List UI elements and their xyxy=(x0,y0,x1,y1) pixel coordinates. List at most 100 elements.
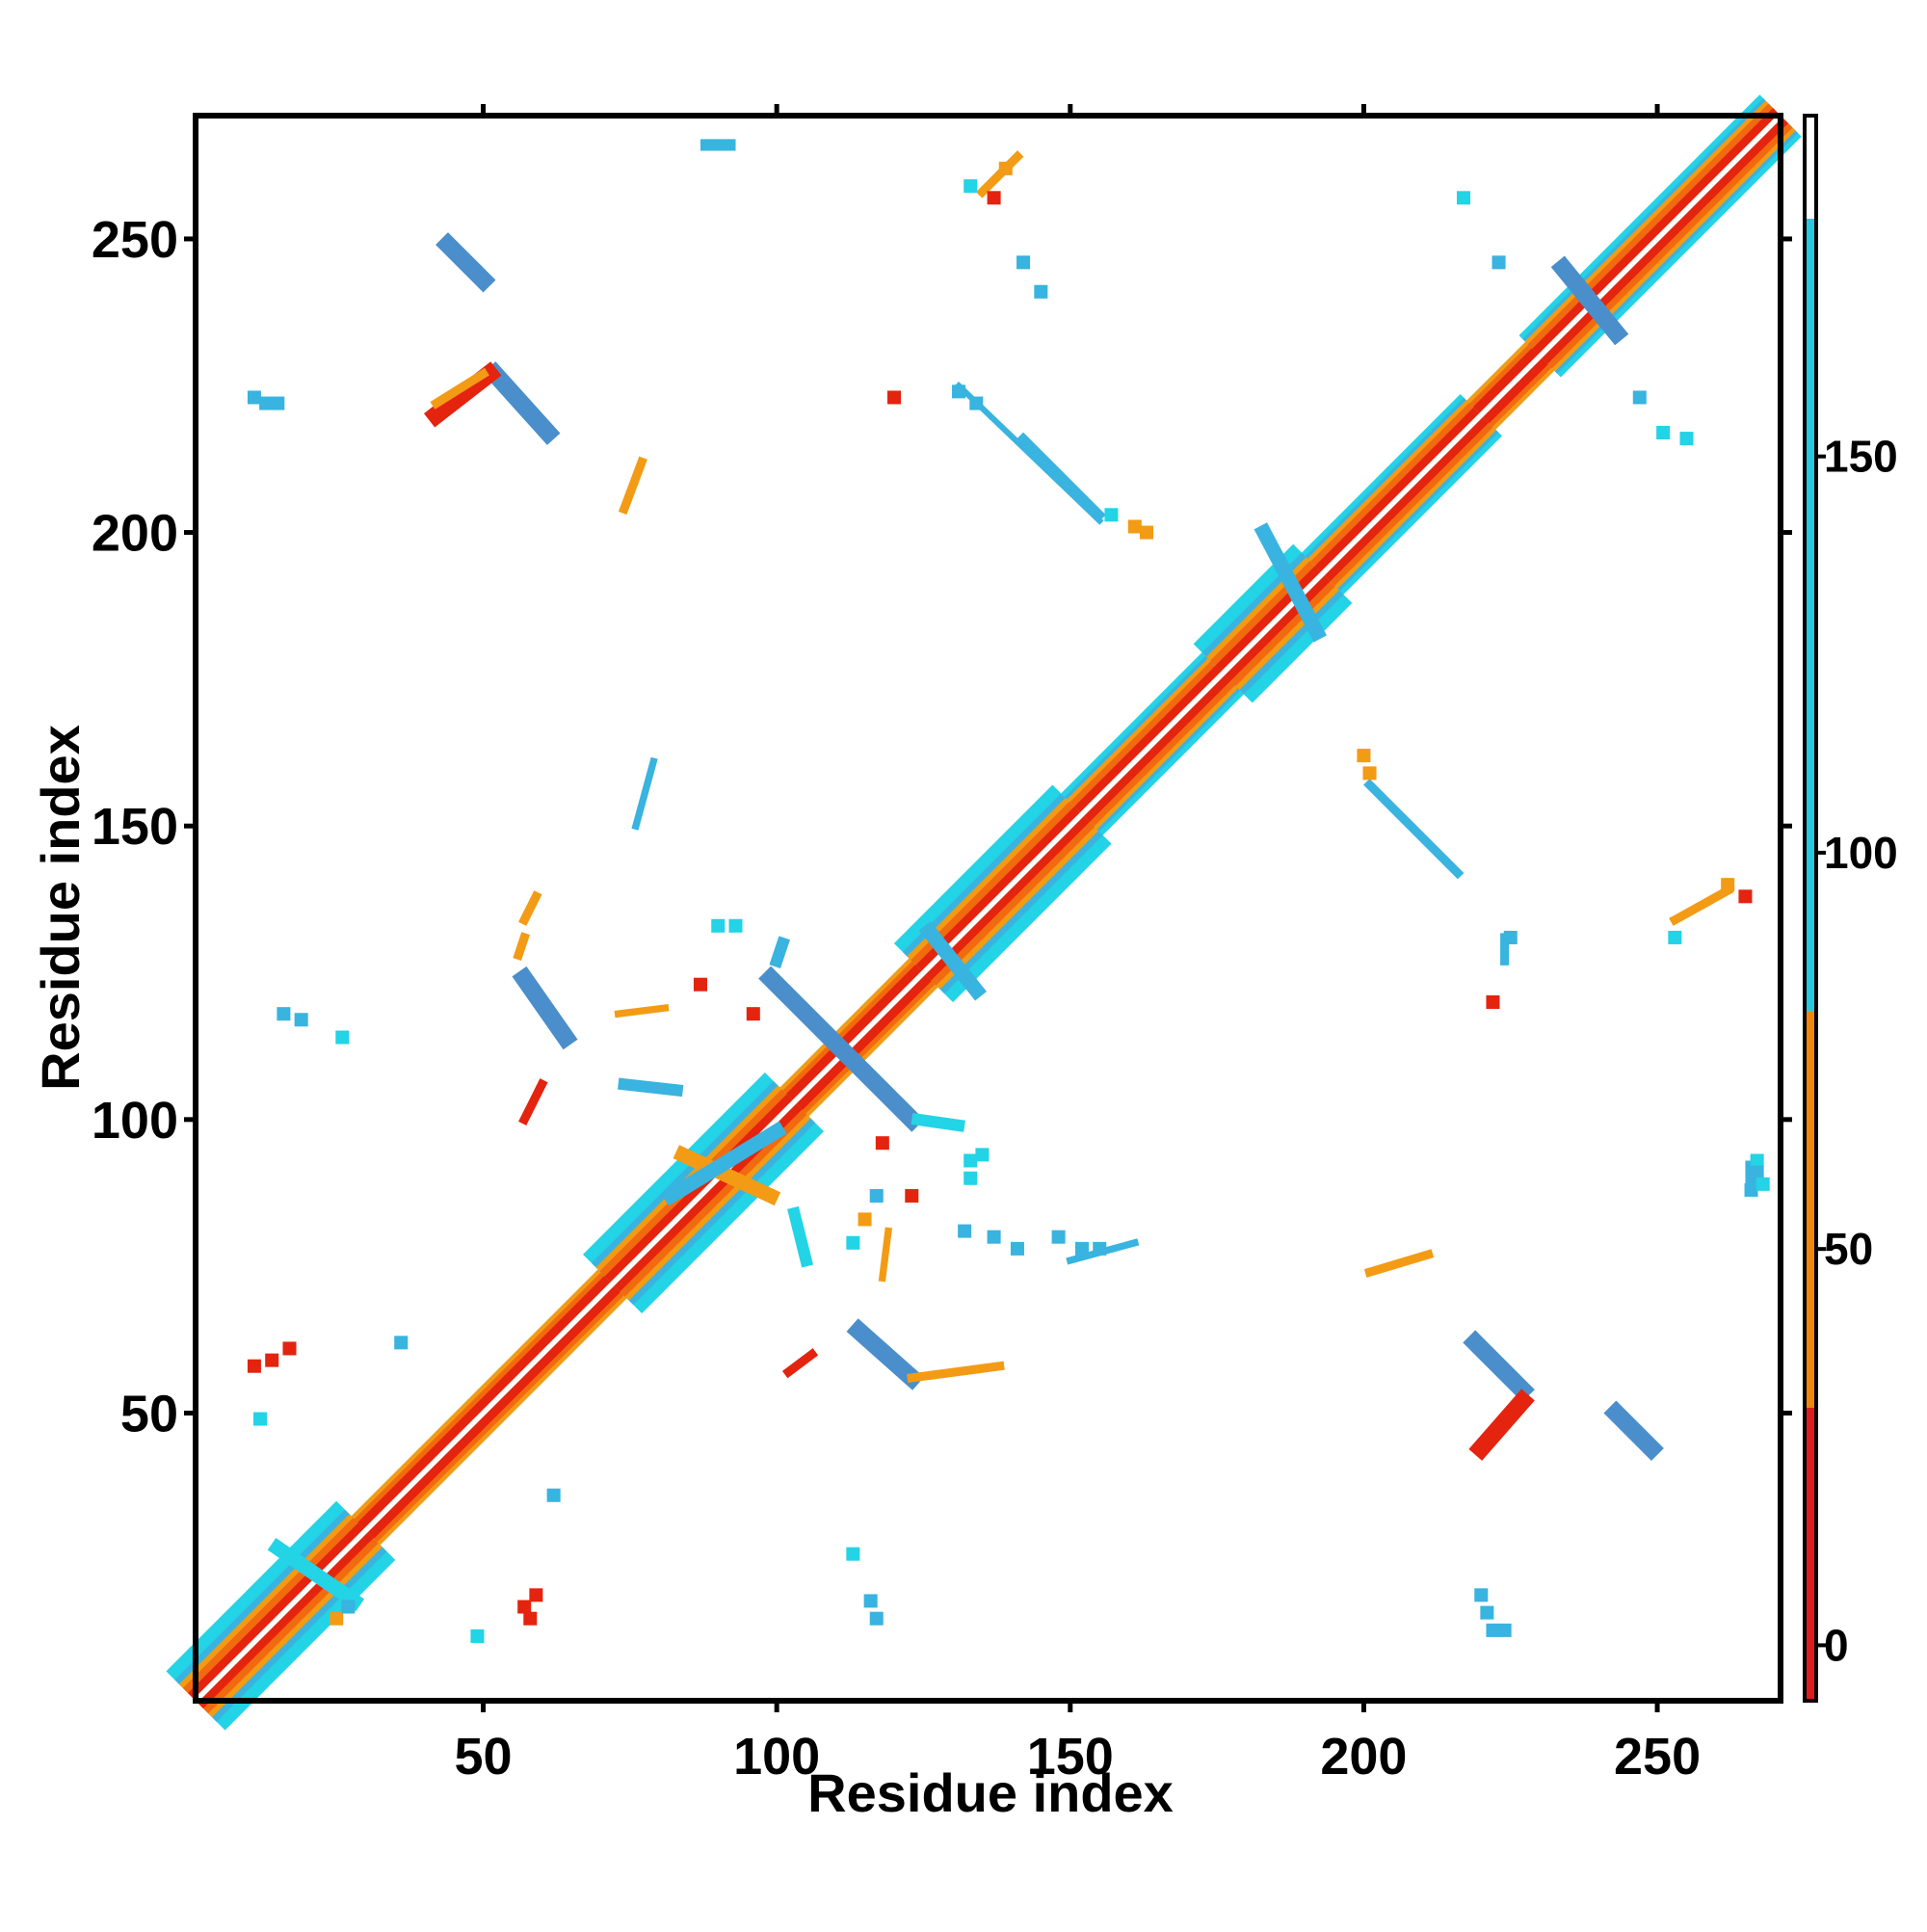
contact-segment-13 xyxy=(1254,522,1327,643)
colorbar-band-2 xyxy=(1805,218,1816,1012)
contact-cell-64 xyxy=(998,161,1013,175)
contact-segment-7 xyxy=(482,361,561,445)
colorbar-tick-label-100: 100 xyxy=(1824,828,1898,878)
contact-segment-5 xyxy=(907,1361,1005,1384)
y-axis-ticks: 50 100 150 200 250 xyxy=(92,211,1792,1442)
contact-segment-25 xyxy=(518,890,542,926)
contact-cell-37 xyxy=(1010,1241,1024,1256)
contact-cell-27 xyxy=(875,1136,889,1151)
y-tick-label-100: 100 xyxy=(92,1092,178,1150)
diagonal-band-7-4-upper xyxy=(1322,414,1490,582)
contact-cell-67 xyxy=(1755,1177,1770,1191)
contact-cell-57 xyxy=(1668,930,1682,944)
contact-segment-28 xyxy=(781,1348,819,1379)
y-axis-title: Residue index xyxy=(30,725,91,1091)
contact-cell-40 xyxy=(1093,1241,1107,1256)
contact-segment-27 xyxy=(518,1078,548,1125)
y-tick-label-50: 50 xyxy=(120,1385,178,1442)
contact-cell-35 xyxy=(958,1224,972,1238)
x-tick-label-50: 50 xyxy=(454,1728,512,1786)
contact-cell-30 xyxy=(905,1189,919,1204)
contact-cell-39 xyxy=(1074,1241,1089,1256)
contact-cell-24 xyxy=(711,918,726,933)
contact-cell-62 xyxy=(987,191,1001,205)
contact-cell-8 xyxy=(294,1013,308,1027)
colorbar-band-3 xyxy=(1805,116,1816,219)
diagonal-band-8-3-upper xyxy=(1478,354,1548,424)
diagonal-band-5-4-upper xyxy=(1081,673,1231,822)
contact-cell-6 xyxy=(253,1412,268,1426)
contact-segment-30 xyxy=(618,456,647,516)
contact-cell-65 xyxy=(1744,1182,1758,1197)
contact-segment-9 xyxy=(1463,1330,1535,1403)
contact-cell-38 xyxy=(1051,1230,1066,1244)
contact-cell-18 xyxy=(846,1547,860,1561)
contact-cell-60 xyxy=(1034,284,1048,299)
contact-segment-31 xyxy=(1363,1249,1435,1278)
diagonal-band-0-4-upper xyxy=(195,1529,374,1708)
contact-segment-16 xyxy=(267,1537,365,1612)
contact-cell-15 xyxy=(523,1611,538,1626)
y-tick-label-250: 250 xyxy=(92,211,178,269)
contact-cell-11 xyxy=(546,1488,561,1502)
x-tick-label-100: 100 xyxy=(733,1728,820,1786)
contact-cell-1 xyxy=(259,396,274,410)
contact-cell-49 xyxy=(1632,390,1647,405)
contact-segment-15 xyxy=(661,1121,787,1206)
contact-segment-18 xyxy=(618,1077,684,1098)
diagonal-band-9-4-upper xyxy=(1539,115,1788,364)
contact-segment-23 xyxy=(1363,779,1465,880)
contact-cell-36 xyxy=(987,1230,1001,1244)
contact-cell-63 xyxy=(964,179,978,194)
contact-cell-34 xyxy=(975,1148,990,1162)
contact-cell-9 xyxy=(335,1030,350,1045)
contact-cell-2 xyxy=(271,396,285,410)
contact-segment-6 xyxy=(436,232,496,293)
contact-cell-14 xyxy=(529,1588,543,1602)
contact-segment-20 xyxy=(430,367,489,410)
diagonal-band-5-4-lower xyxy=(1074,665,1224,815)
diagonal-band-1-3-upper xyxy=(363,1282,621,1539)
x-axis-ticks: 50 100 150 200 250 xyxy=(454,104,1701,1786)
contact-cell-7 xyxy=(277,1007,291,1021)
contact-cell-0 xyxy=(247,390,261,405)
x-axis-title: Residue index xyxy=(807,1762,1174,1823)
contact-cell-23 xyxy=(693,977,707,992)
contact-cell-12 xyxy=(470,1628,485,1643)
contact-segment-2 xyxy=(911,1112,965,1132)
diagonal-band-6-4-upper xyxy=(1222,572,1331,681)
contact-cell-33 xyxy=(869,1189,884,1204)
contact-cell-50 xyxy=(1656,425,1671,440)
contact-cell-22 xyxy=(1497,1623,1512,1637)
contact-cell-45 xyxy=(1127,519,1142,534)
contact-cell-4 xyxy=(265,1353,279,1367)
contact-segment-32 xyxy=(614,1003,670,1019)
y-tick-label-200: 200 xyxy=(92,505,178,563)
colorbar-tick-label-0: 0 xyxy=(1824,1620,1849,1670)
contact-segment-34 xyxy=(631,756,658,831)
contact-segment-24 xyxy=(1669,885,1734,926)
contact-cell-10 xyxy=(394,1336,409,1350)
contact-cell-41 xyxy=(887,390,902,405)
contact-cell-59 xyxy=(1738,889,1753,904)
contact-cell-48 xyxy=(1491,255,1506,270)
contact-segment-26 xyxy=(513,932,530,962)
diagonal-band-6-4-lower xyxy=(1215,566,1324,675)
contact-cell-17 xyxy=(863,1594,878,1608)
x-tick-label-200: 200 xyxy=(1320,1728,1407,1786)
contact-segment-10 xyxy=(1468,1389,1535,1461)
contact-cell-58 xyxy=(1721,878,1735,892)
diagonal-band-3-3-lower xyxy=(786,965,926,1104)
contact-segment-14 xyxy=(673,1145,781,1206)
contact-cell-61 xyxy=(1016,255,1031,270)
contact-cell-31 xyxy=(846,1235,860,1250)
contact-segment-4 xyxy=(846,1318,925,1390)
contact-cell-21 xyxy=(1486,1623,1500,1637)
contact-segment-11 xyxy=(1603,1400,1664,1461)
contact-cell-56 xyxy=(1750,1153,1764,1168)
diagonal-self xyxy=(194,114,1782,1703)
contact-cell-66 xyxy=(1750,1165,1764,1179)
diagonal-band-0-4-lower xyxy=(188,1522,367,1702)
contact-cell-68 xyxy=(330,1611,344,1626)
contact-cell-53 xyxy=(1503,930,1518,944)
